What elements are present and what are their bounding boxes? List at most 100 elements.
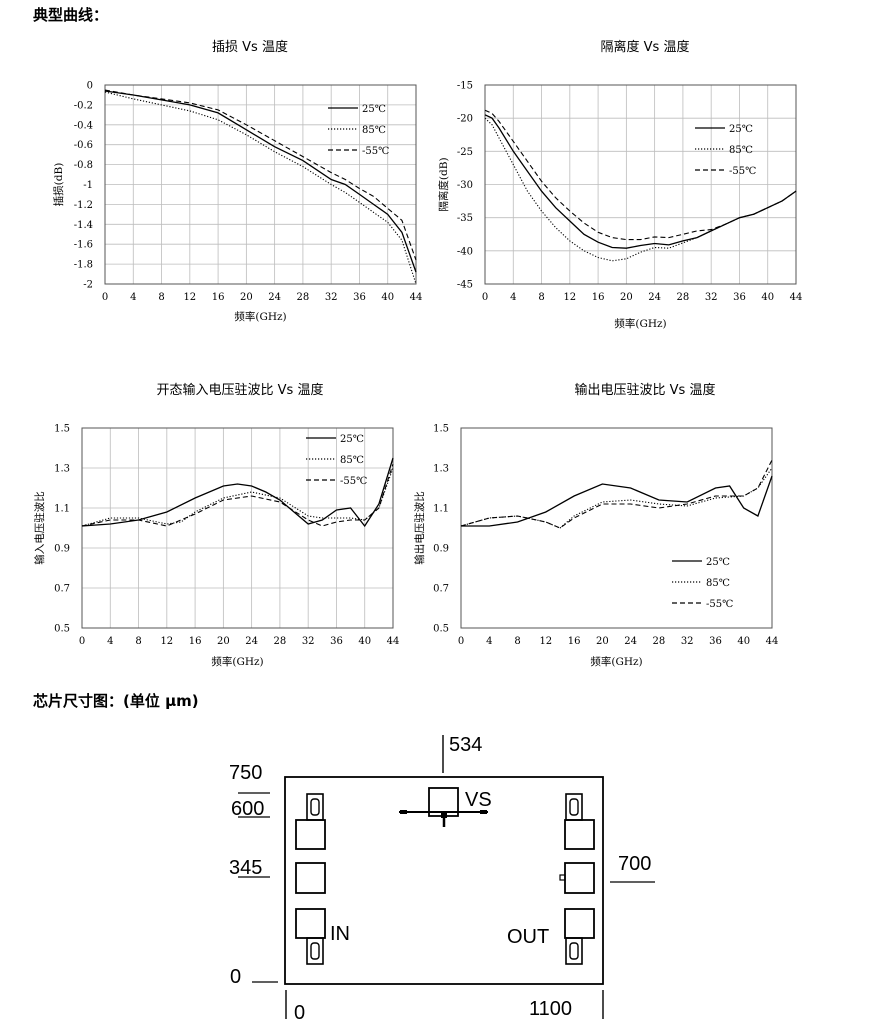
pad-label-in: IN [330,923,350,945]
dim-label-1100: 1100 [529,998,572,1020]
y-tick-label: -1.4 [74,220,93,231]
x-tick-label: 12 [563,292,576,303]
x-tick-label: 12 [539,636,552,647]
x-tick-label: 0 [458,636,464,647]
series-line [81,457,394,528]
series-line [484,109,797,241]
y-tick-label: -1.2 [74,200,93,211]
y-tick-label: -1 [83,180,93,191]
x-tick-label: 20 [596,636,609,647]
plot-frame [484,84,797,285]
series-line [81,467,394,527]
chart-title-input-vswr: 开态输入电压驻波比 Vs 温度 [156,383,324,398]
plot-frame [460,427,773,629]
x-tick-label: 12 [183,292,196,303]
section-title-die-size: 芯片尺寸图：(单位 μm) [33,692,199,710]
x-tick-label: 24 [245,636,258,647]
y-tick-label: -0.4 [74,120,93,131]
y-tick-label: 1.3 [433,464,449,475]
x-tick-label: 0 [102,292,108,303]
pad-vs [399,787,488,827]
y-tick-label: -0.6 [74,140,93,151]
chart-title-output-vswr: 输出电压驻波比 Vs 温度 [574,383,716,398]
y-tick-label: 0.9 [433,544,449,555]
series-line [460,459,773,529]
x-tick-label: 32 [302,636,315,647]
pad-right-top [564,793,595,850]
y-tick-label: -45 [457,280,473,291]
pad-label-out: OUT [507,926,549,948]
x-tick-label: 40 [358,636,371,647]
y-axis-label: 插损(dB) [52,163,65,207]
series-line [104,89,417,261]
y-tick-label: -0.2 [74,100,93,111]
x-tick-label: 36 [733,292,746,303]
y-axis-label: 隔离度(dB) [437,157,450,211]
die-dimension-diagram: 534 750 600 345 700 0 0 1100 IN OUT [229,734,655,1024]
x-tick-label: 16 [592,292,605,303]
legend-label: 85℃ [706,578,730,589]
x-tick-label: 36 [353,292,366,303]
series-line [460,467,773,529]
x-tick-label: 24 [268,292,281,303]
x-tick-label: 44 [790,292,803,303]
legend-label: 25℃ [362,104,386,115]
x-tick-label: 28 [677,292,690,303]
x-tick-label: 44 [387,636,400,647]
legend-label: 85℃ [362,125,386,136]
y-tick-label: 1.1 [433,504,449,515]
x-tick-label: 8 [135,636,141,647]
x-tick-label: 8 [538,292,544,303]
x-tick-label: 40 [737,636,750,647]
series-line [104,91,417,285]
y-tick-label: -35 [457,213,473,224]
chart-title-isolation: 隔离度 Vs 温度 [600,40,690,55]
x-tick-label: 36 [330,636,343,647]
dim-label-x0: 0 [294,1002,305,1024]
y-axis-label: 输入电压驻波比 [33,491,46,565]
x-tick-label: 32 [705,292,718,303]
dim-label-600: 600 [231,798,264,820]
x-tick-label: 24 [624,636,637,647]
x-tick-label: 8 [158,292,164,303]
series-line [81,463,394,527]
y-tick-label: 1.3 [54,464,70,475]
y-tick-label: 0.5 [433,624,449,635]
x-axis-label: 频率(GHz) [614,317,666,330]
x-axis-label: 频率(GHz) [211,655,263,668]
chart-title-insertion-loss: 插损 Vs 温度 [212,40,288,55]
plot-frame [104,84,417,285]
y-tick-label: -25 [457,147,473,158]
pad-right-mid [559,862,595,894]
dim-label-750: 750 [229,762,262,784]
x-tick-label: 28 [274,636,287,647]
x-tick-label: 16 [568,636,581,647]
x-tick-label: 0 [482,292,488,303]
x-tick-label: 4 [486,636,492,647]
x-tick-label: 44 [410,292,423,303]
y-tick-label: -15 [457,81,473,92]
y-tick-label: -20 [457,114,473,125]
y-tick-label: 0.7 [54,584,70,595]
y-tick-label: -2 [83,280,93,291]
y-tick-label: 0.9 [54,544,70,555]
dim-label-y0: 0 [230,966,241,988]
x-tick-label: 4 [107,636,113,647]
pad-left-top [295,793,326,850]
x-tick-label: 16 [189,636,202,647]
pad-left-mid [295,862,326,894]
x-tick-label: 8 [514,636,520,647]
x-tick-label: 40 [761,292,774,303]
legend-label: 25℃ [706,557,730,568]
y-tick-label: -1.6 [74,240,93,251]
charts-canvas: 0 4 8 12 16 20 24 28 32 36 40 440-0.2-0.4-0.6-0.8-1… [33,81,803,669]
x-tick-label: 20 [240,292,253,303]
x-tick-label: 44 [766,636,779,647]
section-title-curves: 典型曲线： [33,6,109,24]
series-line [104,90,417,273]
x-tick-label: 28 [653,636,666,647]
legend-label: 85℃ [729,145,753,156]
pad-out [564,908,595,965]
y-tick-label: 1.5 [54,424,70,435]
x-tick-label: 32 [325,292,338,303]
